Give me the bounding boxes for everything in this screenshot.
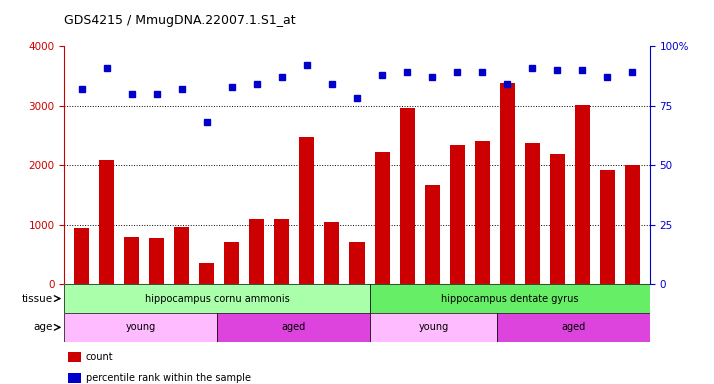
- Bar: [249, 219, 264, 284]
- Bar: [349, 243, 365, 284]
- Bar: [199, 263, 214, 284]
- Bar: [299, 137, 314, 284]
- Text: aged: aged: [561, 322, 585, 333]
- Bar: [370, 313, 497, 342]
- Bar: [425, 185, 440, 284]
- Text: age: age: [33, 322, 53, 333]
- Text: hippocampus dentate gyrus: hippocampus dentate gyrus: [441, 293, 578, 304]
- Bar: [400, 108, 415, 284]
- Text: young: young: [418, 322, 448, 333]
- Bar: [217, 313, 370, 342]
- Bar: [600, 170, 615, 284]
- Bar: [224, 243, 239, 284]
- Bar: [99, 161, 114, 284]
- Bar: [500, 83, 515, 284]
- Text: GDS4215 / MmugDNA.22007.1.S1_at: GDS4215 / MmugDNA.22007.1.S1_at: [64, 14, 296, 27]
- Bar: [475, 141, 490, 284]
- Text: hippocampus cornu ammonis: hippocampus cornu ammonis: [145, 293, 289, 304]
- Bar: [149, 238, 164, 284]
- Bar: [324, 222, 339, 284]
- Bar: [64, 313, 217, 342]
- Bar: [124, 237, 139, 284]
- Bar: [64, 284, 370, 313]
- Text: percentile rank within the sample: percentile rank within the sample: [86, 373, 251, 383]
- Text: tissue: tissue: [21, 293, 53, 304]
- Bar: [370, 284, 650, 313]
- Text: aged: aged: [281, 322, 306, 333]
- Bar: [375, 152, 390, 284]
- Bar: [450, 146, 465, 284]
- Bar: [497, 313, 650, 342]
- Bar: [525, 142, 540, 284]
- Text: young: young: [126, 322, 156, 333]
- Bar: [550, 154, 565, 284]
- Bar: [575, 105, 590, 284]
- Text: count: count: [86, 352, 114, 362]
- Bar: [625, 164, 640, 284]
- Bar: [174, 227, 189, 284]
- Bar: [74, 228, 89, 284]
- Bar: [274, 219, 289, 284]
